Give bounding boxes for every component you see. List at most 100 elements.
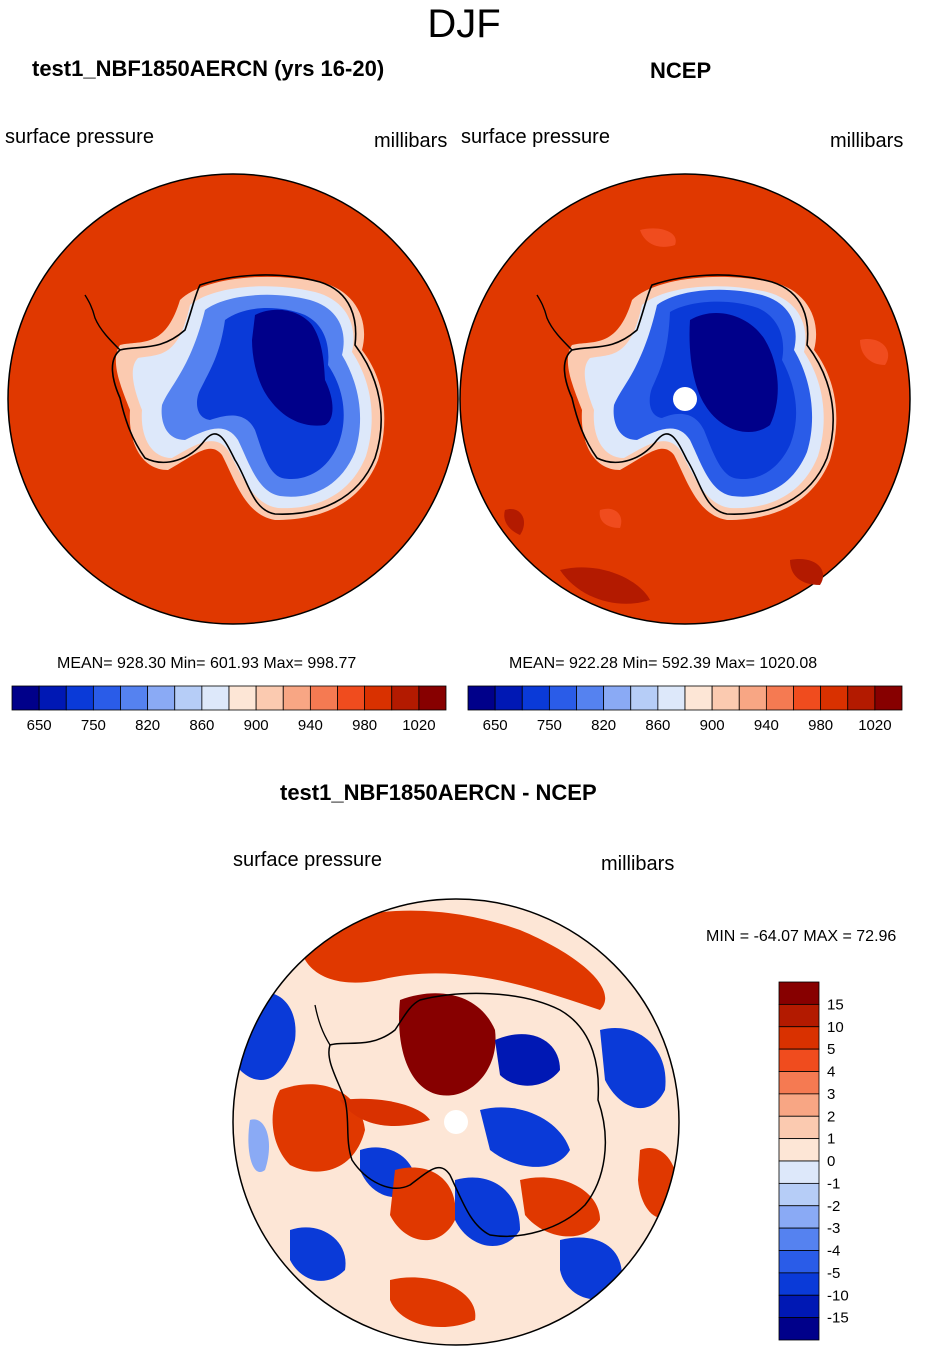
panel3-anomaly-patch [390, 1167, 456, 1241]
colorbar-tick-label: 10 [827, 1019, 844, 1036]
panel2-peninsula [536, 294, 573, 351]
colorbar-tick-label: 4 [827, 1064, 835, 1081]
panel3-right-label: millibars [601, 853, 675, 875]
panel2-pole-mask [673, 387, 697, 411]
colorbar-cell [521, 685, 550, 711]
colorbar-cell [847, 685, 876, 711]
colorbar-cell [778, 1182, 820, 1207]
colorbar-cell [778, 1294, 820, 1319]
colorbar-tick-label: 820 [135, 717, 160, 734]
colorbar-tick-label: 940 [298, 717, 323, 734]
colorbar-tick-label: -10 [827, 1287, 849, 1304]
panel3-anomaly-patch [340, 1098, 430, 1126]
colorbar-tick-label: 860 [645, 717, 670, 734]
panel1-peninsula [84, 294, 121, 351]
colorbar-cell [778, 1227, 820, 1251]
panel3-anomaly-patch [560, 1237, 622, 1300]
colorbar-cell [778, 1138, 820, 1162]
colorbar-cell [874, 685, 903, 711]
colorbar-tick-label: 750 [81, 717, 106, 734]
panel1-left-label: surface pressure [5, 126, 154, 148]
colorbar-cell [364, 685, 393, 711]
panel2-right-label: millibars [830, 130, 904, 152]
panel3-anomaly-patch [248, 1119, 270, 1172]
panel3-peninsula [314, 1004, 331, 1046]
colorbar-tick-label: 900 [700, 717, 725, 734]
colorbar-cell [494, 685, 523, 711]
colorbar-tick-label: 980 [808, 717, 833, 734]
colorbar-cell [337, 685, 366, 711]
panel2-patch [560, 567, 650, 604]
page-title: DJF [427, 2, 501, 46]
panel3-anomaly-patch [480, 1107, 570, 1167]
colorbar-tick-label: -4 [827, 1243, 840, 1260]
panel3-stats: MIN = -64.07 MAX = 72.96 [706, 928, 897, 945]
panel1-stats: MEAN= 928.30 Min= 601.93 Max= 998.77 [57, 655, 357, 672]
panel3-anomaly-patch [390, 1277, 476, 1328]
colorbar-cell [201, 685, 230, 711]
colorbar-tick-label: 940 [754, 717, 779, 734]
colorbar-cell [778, 1160, 820, 1184]
panel3-anomaly-patch [272, 1084, 365, 1172]
colorbar-tick-label: -5 [827, 1265, 840, 1282]
panel1-interior-darkest [252, 309, 333, 426]
colorbar-cell [778, 1272, 820, 1296]
colorbar-cell [418, 685, 447, 711]
panel2-title: NCEP [650, 58, 712, 83]
panel2-stats: MEAN= 922.28 Min= 592.39 Max= 1020.08 [509, 655, 818, 672]
colorbar-cell [228, 685, 257, 711]
panel2-patch [599, 508, 622, 528]
panel2-patch [640, 228, 676, 247]
panel3-anomaly-patch [455, 1177, 520, 1247]
colorbar-cell [147, 685, 176, 711]
panel3-left-label: surface pressure [233, 849, 382, 871]
colorbar-tick-label: -15 [827, 1310, 849, 1327]
colorbar-tick-label: 650 [483, 717, 508, 734]
panel3-anomaly-patch [600, 1028, 666, 1109]
colorbar-cell [65, 685, 94, 711]
colorbar-cell [778, 1093, 820, 1117]
colorbar-tick-label: -1 [827, 1175, 840, 1192]
colorbar-tick-label: 0 [827, 1153, 835, 1170]
colorbar-cell [711, 685, 740, 711]
colorbar-cell [657, 685, 686, 711]
colorbar-tick-label: -3 [827, 1220, 840, 1237]
colorbar-cell [778, 1026, 820, 1050]
colorbar-cell [11, 685, 40, 711]
colorbar-tick-label: 820 [591, 717, 616, 734]
colorbar-cell [38, 685, 67, 711]
panel3-title: test1_NBF1850AERCN - NCEP [280, 780, 597, 805]
panel1-right-label: millibars [374, 130, 448, 152]
panel2-left-label: surface pressure [461, 126, 610, 148]
panel3-coastline [328, 992, 607, 1237]
colorbar-cell [603, 685, 632, 711]
colorbar-tick-label: 980 [352, 717, 377, 734]
panel1-antarctica [84, 274, 385, 520]
colorbar-tick-label: 900 [244, 717, 269, 734]
panel3-anomaly-patch [399, 993, 496, 1096]
colorbar-tick-label: 1020 [858, 717, 891, 734]
colorbar-tick-label: 5 [827, 1041, 835, 1058]
colorbar-cell [778, 1071, 820, 1095]
panel1-title: test1_NBF1850AERCN (yrs 16-20) [32, 56, 385, 81]
colorbar-tick-label: 860 [189, 717, 214, 734]
colorbar-cell [684, 685, 713, 711]
colorbar-tick-label: 3 [827, 1086, 835, 1103]
colorbar-cell [778, 1003, 820, 1028]
colorbar-tick-label: -2 [827, 1198, 840, 1215]
colorbar-tick-label: 2 [827, 1108, 835, 1125]
colorbar-cell [738, 685, 767, 711]
panel2-antarctica [536, 274, 837, 520]
colorbar-cell [778, 981, 820, 1005]
panel3-anomaly-patch [290, 1227, 346, 1281]
colorbar-cell [120, 685, 149, 711]
colorbar-tick-label: 1 [827, 1131, 835, 1148]
colorbar-tick-label: 650 [27, 717, 52, 734]
colorbar-cell [778, 1115, 820, 1140]
colorbar-cell [793, 685, 822, 711]
